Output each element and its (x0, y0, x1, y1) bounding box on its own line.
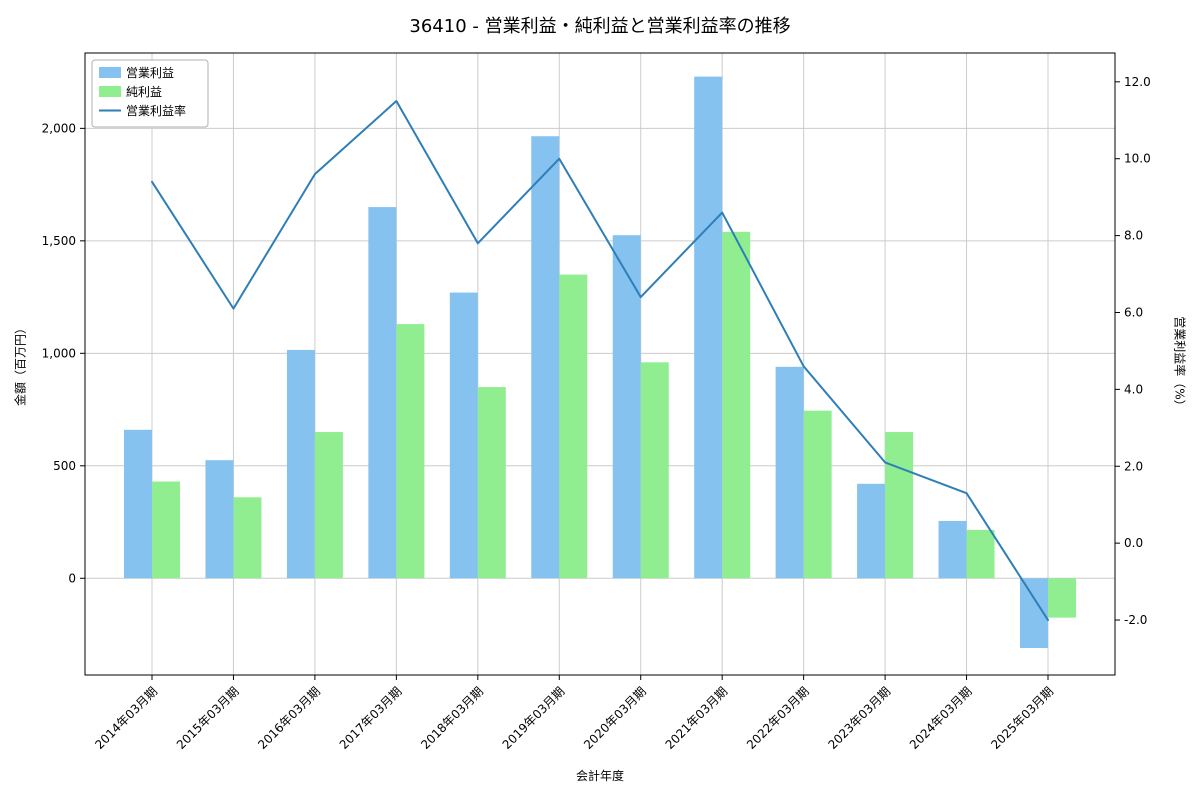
y-tick-label-left: 1,500 (42, 234, 76, 248)
x-tick-label: 2018年03月期 (418, 684, 486, 752)
y-tick-label-left: 500 (53, 459, 76, 473)
bar-operating-profit (857, 483, 886, 579)
legend-label: 営業利益 (126, 66, 174, 80)
x-tick-label: 2025年03月期 (988, 684, 1056, 752)
y-tick-label-left: 0 (68, 571, 76, 585)
bar-net-profit (396, 324, 425, 579)
x-tick-label: 2021年03月期 (663, 684, 731, 752)
bar-net-profit (314, 432, 343, 579)
bar-net-profit (722, 231, 751, 579)
bar-operating-profit (694, 76, 723, 579)
bar-operating-profit (449, 292, 478, 579)
x-tick-label: 2020年03月期 (581, 684, 649, 752)
y-tick-label-right: -2.0 (1124, 613, 1147, 627)
x-tick-label: 2015年03月期 (174, 684, 242, 752)
bar-operating-profit (286, 349, 315, 579)
legend-label: 純利益 (126, 85, 162, 99)
y-tick-label-right: 10.0 (1124, 152, 1151, 166)
line-operating-margin (151, 100, 1049, 622)
x-tick-label: 2014年03月期 (92, 684, 160, 752)
bar-operating-profit (938, 520, 967, 579)
bar-net-profit (803, 410, 832, 579)
y-tick-label-right: 2.0 (1124, 459, 1143, 473)
y-tick-label-left: 2,000 (42, 121, 76, 135)
bar-operating-profit (775, 366, 804, 579)
plot-border (84, 52, 1116, 676)
y-tick-label-right: 0.0 (1124, 536, 1143, 550)
x-tick-label: 2022年03月期 (744, 684, 812, 752)
bar-operating-profit (612, 235, 641, 579)
y-tick-label-left: 1,000 (42, 346, 76, 360)
bar-net-profit (640, 362, 669, 579)
legend-swatch (99, 86, 121, 97)
y-tick-label-right: 12.0 (1124, 75, 1151, 89)
y-tick-label-right: 6.0 (1124, 305, 1143, 319)
bar-operating-profit (531, 136, 560, 579)
bar-net-profit (1048, 578, 1076, 618)
legend-swatch (99, 67, 121, 78)
bar-net-profit (233, 497, 262, 579)
x-tick-label: 2017年03月期 (337, 684, 405, 752)
y-tick-label-right: 4.0 (1124, 382, 1143, 396)
bar-operating-profit (368, 207, 397, 579)
legend-label: 営業利益率 (126, 103, 186, 118)
bar-operating-profit (124, 429, 152, 579)
bar-net-profit (966, 529, 995, 579)
bar-net-profit (152, 481, 180, 579)
x-tick-label: 2023年03月期 (825, 684, 893, 752)
x-axis-label: 会計年度 (575, 769, 624, 783)
bar-net-profit (559, 274, 588, 579)
chart-title: 36410 - 営業利益・純利益と営業利益率の推移 (409, 16, 791, 37)
x-tick-label: 2024年03月期 (907, 684, 975, 752)
x-tick-label: 2019年03月期 (500, 684, 568, 752)
bar-operating-profit (205, 460, 234, 579)
bar-net-profit (477, 387, 506, 579)
y-tick-label-right: 8.0 (1124, 229, 1143, 243)
bar-net-profit (885, 432, 914, 579)
x-tick-label: 2016年03月期 (255, 684, 323, 752)
